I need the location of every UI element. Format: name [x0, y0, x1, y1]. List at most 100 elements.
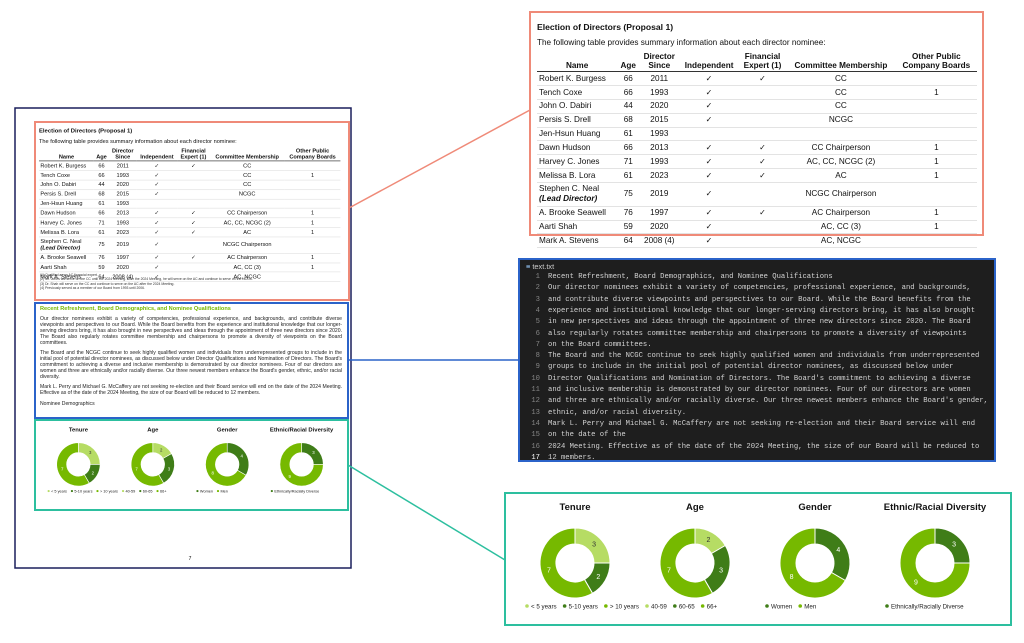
director-name: Stephen C. Neal — [539, 184, 600, 194]
cell-text: ✓ — [705, 101, 713, 111]
legend-marker — [645, 604, 649, 608]
table-row: Harvey C. Jones 71 1993 ✓ ✓ AC, CC, NCGC (2) 1 — [537, 154, 977, 170]
legend-marker — [673, 604, 677, 608]
cell-text: CC — [835, 101, 847, 111]
table-cell: 2013 — [109, 208, 137, 219]
line-number: 1 — [535, 273, 540, 281]
table-cell: 1997 — [639, 206, 680, 221]
column-header: Other Public Company Boards — [284, 147, 341, 162]
cell-text: NCGC Chairperson — [222, 241, 272, 248]
chart-title: Tenure — [560, 502, 591, 513]
segment-label: 3 — [168, 466, 171, 471]
cell-text: 44 — [623, 101, 633, 111]
table-cell: ✓ — [679, 206, 739, 221]
table-cell: 1 — [895, 206, 977, 221]
cell-text: 2020 — [650, 222, 669, 231]
legend-marker — [96, 489, 99, 493]
legend-label: Ethnically/Racially Diverse — [274, 490, 319, 494]
table-row: Persis S. Drell 68 2015 ✓ NCGC — [39, 189, 341, 200]
line-text: Director Qualifications and Nomination o… — [548, 374, 971, 383]
cell-text: 1 — [934, 208, 939, 218]
table-cell: 2008 (4) — [109, 272, 137, 282]
connector — [347, 464, 506, 561]
table-cell: ✓ — [136, 161, 178, 171]
director-role: (Lead Director) — [40, 245, 81, 252]
legend-label: 66+ — [160, 490, 167, 494]
table-row: Dawn Hudson 66 2013 ✓ ✓ CC Chairperson 1 — [537, 140, 977, 156]
cell-text: 1 — [310, 171, 315, 179]
cell-text: 75 — [98, 241, 105, 248]
line-text: Our director nominees exhibit a variety … — [548, 284, 971, 293]
cell-text: CC — [835, 87, 847, 97]
cell-text: AC Chairperson — [811, 208, 871, 218]
director-name: Robert K. Burgess — [40, 162, 87, 169]
table-cell — [895, 99, 977, 114]
segment-label: 4 — [836, 547, 840, 554]
cell-text: ✓ — [154, 254, 160, 261]
chart-title: Age — [686, 502, 704, 513]
cell-text: 61 — [98, 200, 105, 207]
table-cell: 2013 — [639, 140, 680, 156]
line-text: The Board and the NCGC continue to seek … — [548, 352, 980, 361]
director-name: Tench Coxe — [40, 171, 70, 179]
editor-tab[interactable]: ≡ text.txt — [526, 262, 554, 271]
director-name: Melissa B. Lora — [539, 170, 596, 180]
table-cell — [895, 71, 977, 87]
table-cell: AC — [209, 227, 285, 238]
name-cell: Jen-Hsun Huang — [537, 127, 618, 142]
table-cell: AC, CC (3) — [786, 220, 896, 235]
table-cell: 1993 — [639, 154, 680, 170]
table-row: Mark A. Stevens 64 2008 (4) ✓ AC, NCGC — [39, 272, 341, 282]
connector — [348, 109, 531, 209]
cell-text: 66 — [98, 162, 105, 169]
cell-text: ✓ — [154, 228, 160, 235]
cell-text: 1993 — [116, 200, 130, 207]
cell-text: 1993 — [650, 156, 669, 166]
column-header: Name — [537, 52, 618, 73]
director-name: A. Brooke Seawell — [539, 208, 606, 218]
table-cell: 59 — [93, 262, 110, 273]
subheading: Nominee Demographics — [40, 401, 95, 407]
table-cell: 2020 — [109, 262, 137, 273]
table-cell — [284, 189, 341, 200]
table-cell: ✓ — [738, 71, 787, 87]
line-number: 5 — [535, 318, 540, 327]
cell-text: 1 — [310, 219, 315, 226]
donut-segment — [130, 442, 165, 487]
line-number: 10 — [531, 374, 540, 383]
table-row: Jen-Hsun Huang 61 1993 — [39, 198, 341, 209]
cell-text: 1 — [310, 228, 315, 235]
table-cell: NCGC — [786, 113, 896, 128]
table-cell: 44 — [93, 180, 110, 190]
table-cell: 68 — [93, 189, 110, 200]
segment-label: 3 — [592, 541, 596, 548]
table-cell: ✓ — [679, 182, 739, 207]
name-cell: Harvey C. Jones — [39, 217, 94, 228]
table-row: A. Brooke Seawell 76 1997 ✓ ✓ AC Chairperson 1 — [39, 253, 341, 263]
line-number: 4 — [535, 306, 540, 315]
legend-label: > 10 years — [100, 490, 118, 494]
column-header: Other Public Company Boards — [895, 52, 977, 73]
name-cell: Stephen C. Neal (Lead Director) — [39, 236, 94, 254]
cell-text: 2011 — [116, 162, 129, 169]
cell-text: 61 — [623, 129, 633, 139]
legend-label: Men — [220, 490, 227, 494]
line-number: 2 — [535, 284, 540, 293]
zoom-charts-frame — [504, 492, 1012, 626]
line-text: ethnic, and/or racial diversity. — [548, 408, 687, 417]
cell-text: 1 — [934, 222, 939, 231]
cell-text: ✓ — [705, 156, 713, 166]
table-cell: ✓ — [738, 206, 787, 221]
legend-label: Men — [804, 604, 817, 611]
director-role: (Lead Director) — [539, 194, 598, 204]
column-header: Age — [93, 147, 110, 162]
cell-text: 1997 — [650, 208, 669, 218]
table-cell: 2019 — [109, 236, 137, 254]
table-cell: ✓ — [679, 233, 739, 249]
table-cell: 1 — [284, 227, 341, 238]
name-cell: Aarti Shah — [39, 262, 94, 273]
table-cell: ✓ — [136, 208, 178, 219]
cell-text: ✓ — [154, 190, 160, 198]
cell-text: 64 — [98, 273, 105, 280]
